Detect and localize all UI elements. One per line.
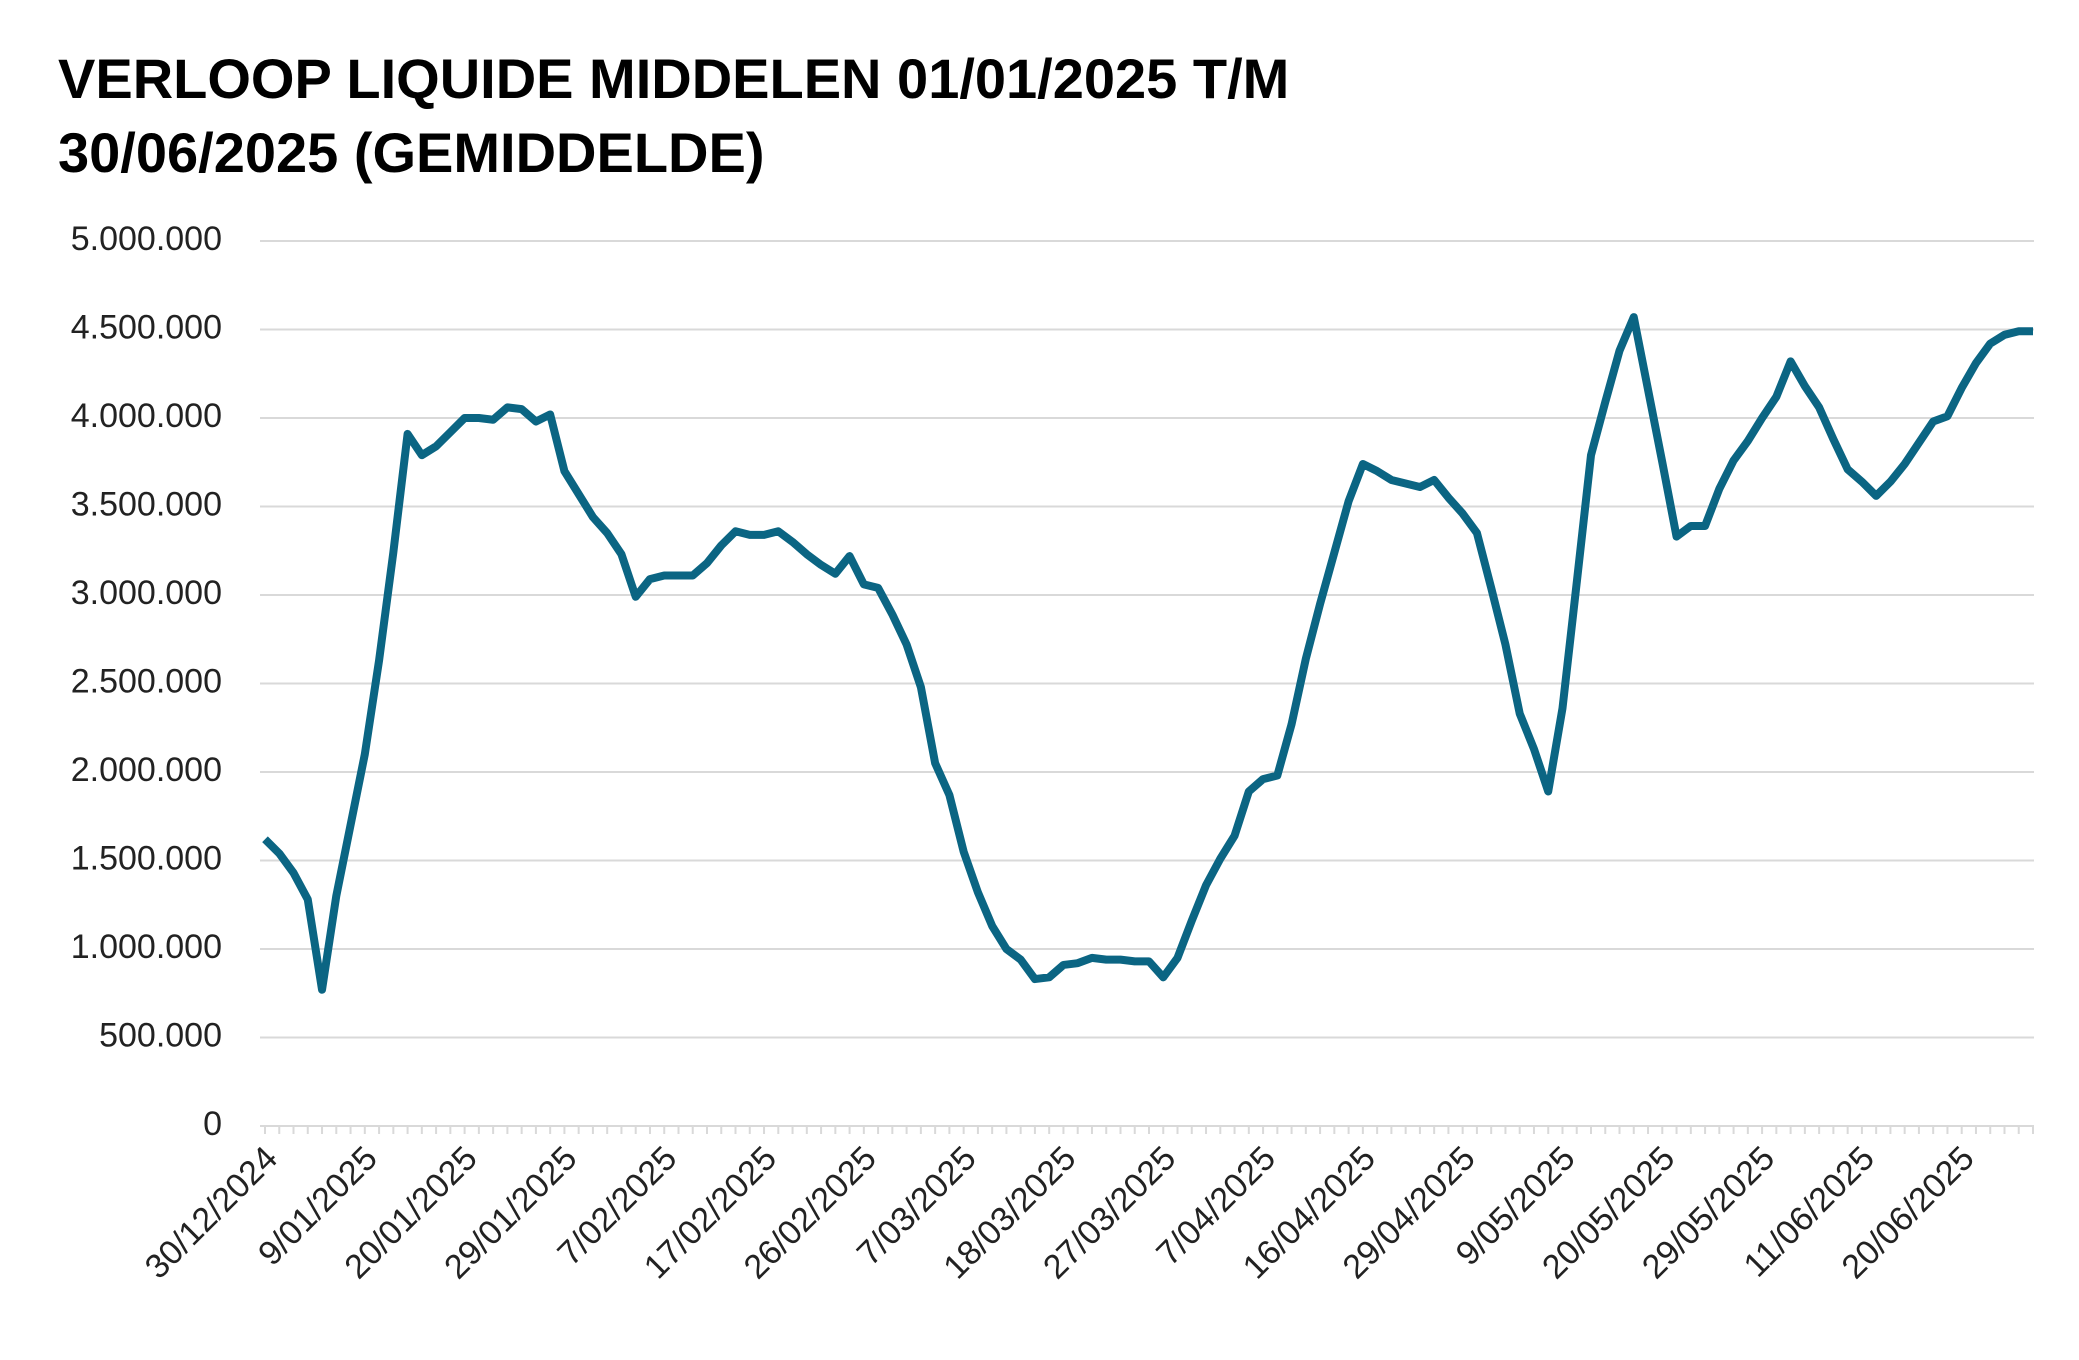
y-tick-label: 3.000.000	[71, 574, 222, 612]
y-tick-label: 1.000.000	[71, 928, 222, 966]
y-tick-label: 5.000.000	[71, 220, 222, 258]
x-tick-label: 30/12/2024	[138, 1139, 285, 1286]
y-tick-label: 2.000.000	[71, 751, 222, 789]
y-tick-label: 500.000	[99, 1016, 222, 1054]
y-tick-label: 2.500.000	[71, 662, 222, 700]
y-tick-label: 1.500.000	[71, 839, 222, 877]
y-tick-label: 4.500.000	[71, 308, 222, 346]
y-tick-label: 3.500.000	[71, 485, 222, 523]
data-line	[262, 313, 2033, 994]
y-tick-label: 4.000.000	[71, 397, 222, 435]
chart-title: VERLOOP LIQUIDE MIDDELEN 01/01/2025 T/M …	[58, 47, 1290, 184]
y-tick-label: 0	[203, 1105, 222, 1143]
